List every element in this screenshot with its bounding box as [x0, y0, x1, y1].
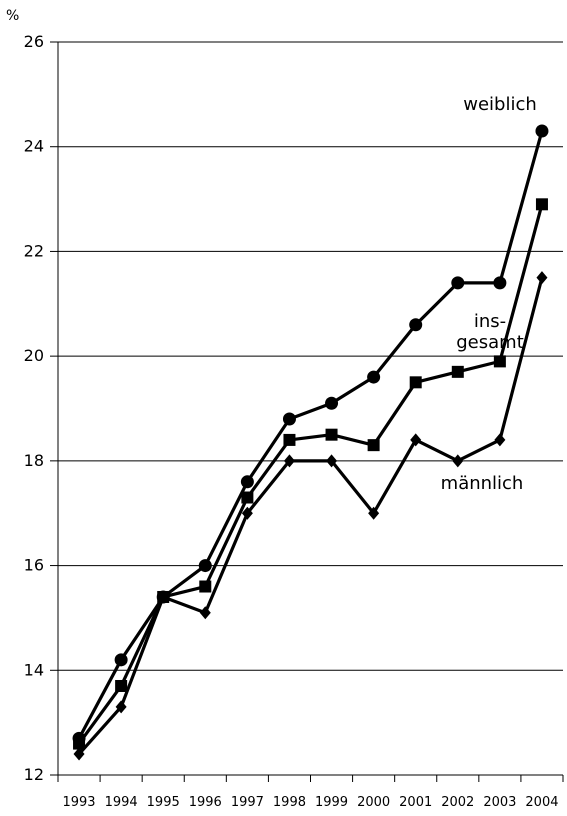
marker	[115, 700, 127, 714]
marker	[240, 475, 254, 489]
marker	[535, 124, 549, 138]
marker	[409, 318, 423, 332]
x-tick-label: 1996	[189, 795, 222, 810]
x-tick-label: 1994	[105, 795, 138, 810]
x-tick-label: 1993	[62, 795, 95, 810]
marker	[367, 439, 380, 452]
marker	[325, 428, 338, 441]
marker	[493, 355, 506, 368]
marker	[199, 606, 211, 620]
marker	[536, 271, 548, 285]
marker	[283, 433, 296, 446]
y-tick-label: 26	[24, 32, 44, 51]
y-tick-label: 24	[24, 137, 44, 156]
marker	[493, 276, 507, 290]
x-tick-label: 2000	[357, 795, 390, 810]
marker	[325, 396, 339, 410]
series-line	[77, 277, 544, 756]
x-tick-label: 2001	[399, 795, 432, 810]
series-label: ins-gesamt	[456, 311, 524, 353]
marker	[241, 491, 254, 504]
x-tick-label: 2002	[441, 795, 474, 810]
x-tick-label: 1997	[231, 795, 264, 810]
x-tick-label: 2004	[525, 795, 558, 810]
y-tick-label: 18	[24, 451, 44, 470]
series-label: männlich	[441, 473, 524, 494]
marker	[494, 433, 506, 447]
marker	[409, 376, 422, 389]
marker	[410, 433, 422, 447]
y-tick-label: 16	[24, 556, 44, 575]
marker	[451, 365, 464, 378]
x-tick-label: 2003	[483, 795, 516, 810]
marker	[73, 747, 85, 761]
marker	[157, 590, 169, 604]
marker	[199, 580, 212, 593]
x-tick-label: 1998	[273, 795, 306, 810]
marker	[368, 506, 380, 520]
marker	[283, 454, 295, 468]
marker	[73, 737, 86, 750]
marker	[451, 276, 465, 290]
x-tick-label: 1995	[147, 795, 180, 810]
x-tick-label: 1999	[315, 795, 348, 810]
marker	[115, 679, 128, 692]
y-axis-label: %	[6, 8, 19, 24]
marker	[367, 370, 381, 384]
marker	[452, 454, 464, 468]
series-label: weiblich	[463, 94, 537, 115]
marker	[326, 454, 338, 468]
marker	[241, 506, 253, 520]
y-tick-label: 14	[24, 660, 44, 679]
y-tick-label: 12	[24, 765, 44, 784]
marker	[282, 412, 296, 426]
marker	[114, 653, 128, 667]
y-tick-label: 22	[24, 241, 44, 260]
marker	[535, 198, 548, 211]
series-line	[77, 130, 544, 740]
marker	[198, 559, 212, 573]
y-tick-label: 20	[24, 346, 44, 365]
